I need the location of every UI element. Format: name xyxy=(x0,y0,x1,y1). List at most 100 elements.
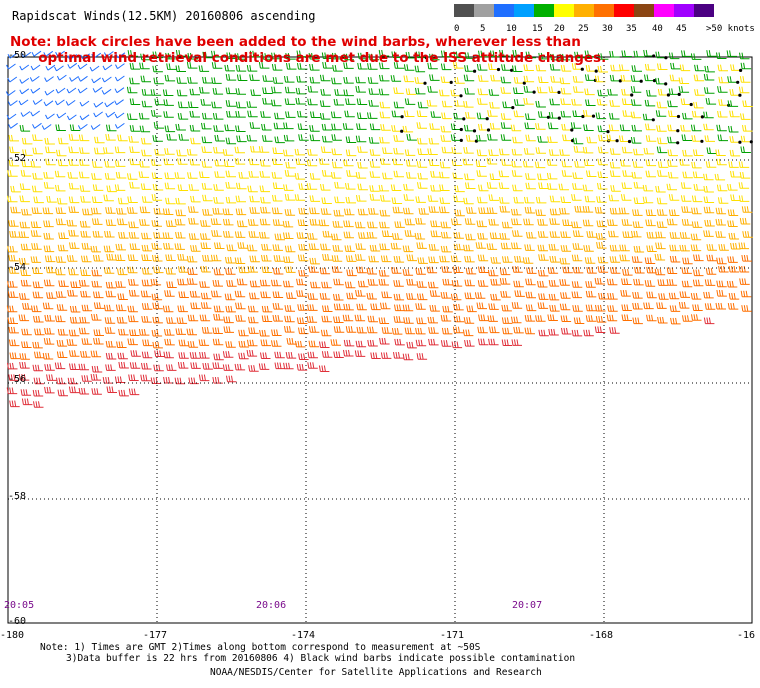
wind-barb xyxy=(499,278,511,285)
wind-barb xyxy=(260,111,271,118)
wind-barb xyxy=(597,65,608,73)
wind-barb xyxy=(308,326,320,333)
wind-barb xyxy=(164,182,176,190)
wind-barb xyxy=(298,269,309,277)
wind-barb xyxy=(499,148,510,156)
wind-barb xyxy=(187,314,199,322)
wind-barb xyxy=(715,149,726,156)
wind-barb xyxy=(415,327,426,335)
wind-barb xyxy=(200,233,211,240)
wind-barb xyxy=(189,290,201,298)
wind-barb xyxy=(223,218,234,226)
wind-barb xyxy=(390,242,402,250)
wind-barb xyxy=(630,75,643,83)
wind-barb xyxy=(356,266,367,274)
wind-barb xyxy=(476,149,488,157)
wind-barb xyxy=(320,208,332,215)
wind-barb xyxy=(43,100,54,107)
wind-barb xyxy=(574,161,585,168)
wind-barb xyxy=(106,185,117,193)
wind-barb xyxy=(728,125,739,133)
wind-barb xyxy=(55,218,67,226)
wind-barb xyxy=(477,280,489,287)
wind-barb xyxy=(631,230,642,238)
wind-barb xyxy=(368,100,379,107)
wind-barb xyxy=(91,269,102,277)
wind-barb xyxy=(703,111,714,119)
wind-barb xyxy=(646,291,657,299)
wind-barb xyxy=(622,231,633,238)
wind-barb xyxy=(513,110,524,118)
warning-note-line-2: optimal wind retrieval conditions are me… xyxy=(10,50,607,66)
wind-barb xyxy=(690,233,702,241)
footer-credit: NOAA/NESDIS/Center for Satellite Applica… xyxy=(210,667,542,678)
wind-barb xyxy=(428,338,439,346)
wind-barb xyxy=(597,146,609,154)
wind-barb xyxy=(103,147,114,154)
wind-barb xyxy=(645,209,657,216)
wind-barb xyxy=(406,172,417,179)
wind-barb xyxy=(655,185,666,193)
wind-barb xyxy=(320,243,331,251)
quality-flag-dot xyxy=(700,139,704,143)
wind-barb xyxy=(115,304,127,312)
wind-barb xyxy=(486,207,498,214)
wind-barb xyxy=(103,245,115,253)
wind-barb xyxy=(212,327,223,334)
wind-barb xyxy=(272,291,284,298)
wind-barb xyxy=(212,113,224,120)
wind-barb xyxy=(477,98,488,105)
wind-barb xyxy=(548,293,560,301)
wind-barb xyxy=(45,146,56,154)
wind-barb xyxy=(128,289,140,297)
wind-barb xyxy=(226,244,237,252)
color-scale-label: 25 xyxy=(578,24,589,34)
wind-barb xyxy=(427,62,438,70)
wind-barb xyxy=(681,267,692,274)
wind-barb xyxy=(284,305,295,312)
wind-barb xyxy=(7,195,18,203)
wind-barb xyxy=(261,305,273,313)
wind-barb xyxy=(548,328,559,336)
wind-barb xyxy=(656,197,668,205)
wind-barb xyxy=(344,281,356,289)
wind-barb xyxy=(129,362,141,369)
color-scale-label: 0 xyxy=(454,24,460,34)
wind-barb xyxy=(178,352,189,359)
wind-barb xyxy=(415,303,426,310)
wind-barb xyxy=(510,124,522,132)
wind-barb xyxy=(42,352,54,360)
wind-barb xyxy=(703,123,714,131)
wind-barb xyxy=(45,266,57,274)
wind-barb xyxy=(174,243,185,250)
wind-barb xyxy=(262,75,273,82)
wind-barb xyxy=(379,337,390,345)
wind-barb xyxy=(20,170,32,177)
wind-barb xyxy=(740,146,751,153)
wind-barb xyxy=(114,75,125,82)
wind-barb xyxy=(295,158,306,165)
wind-barb xyxy=(65,99,76,106)
wind-barb xyxy=(307,85,319,93)
wind-barb xyxy=(258,62,270,69)
wind-barb xyxy=(429,290,441,297)
wind-barb xyxy=(322,305,333,312)
wind-barb xyxy=(115,63,125,70)
quality-flag-dot xyxy=(485,117,489,121)
wind-barb xyxy=(391,267,402,274)
wind-barb xyxy=(310,281,321,289)
wind-barb xyxy=(225,87,237,95)
wind-barb xyxy=(572,137,584,145)
wind-barb xyxy=(165,267,176,275)
color-scale-swatch xyxy=(614,4,634,17)
wind-barb xyxy=(91,77,101,84)
wind-barb xyxy=(477,232,488,240)
wind-barb xyxy=(66,114,77,121)
wind-barb xyxy=(632,161,644,168)
wind-barb xyxy=(440,50,452,58)
wind-barb xyxy=(499,233,510,240)
wind-barb xyxy=(571,98,582,106)
wind-barb xyxy=(382,147,393,154)
wind-barb xyxy=(430,230,441,238)
wind-barb xyxy=(298,207,309,215)
